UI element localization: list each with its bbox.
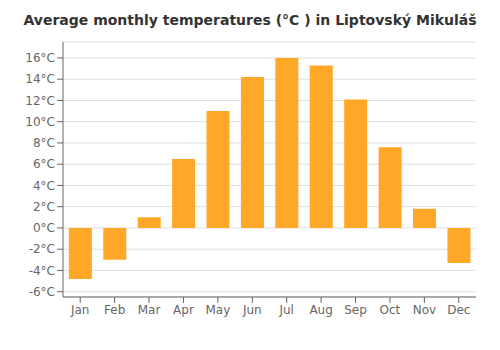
svg-text:Feb: Feb (104, 303, 125, 317)
svg-text:Aug: Aug (309, 303, 332, 317)
svg-text:Nov: Nov (413, 303, 436, 317)
svg-text:12°C: 12°C (25, 94, 55, 108)
svg-text:6°C: 6°C (33, 157, 55, 171)
svg-text:Jan: Jan (70, 303, 90, 317)
svg-text:Mar: Mar (138, 303, 161, 317)
svg-text:Jun: Jun (242, 303, 262, 317)
svg-text:-6°C: -6°C (29, 285, 55, 299)
svg-text:0°C: 0°C (33, 221, 55, 235)
svg-text:Oct: Oct (380, 303, 401, 317)
svg-text:May: May (205, 303, 230, 317)
svg-text:-4°C: -4°C (29, 264, 55, 278)
svg-text:Jul: Jul (278, 303, 293, 317)
svg-text:4°C: 4°C (33, 179, 55, 193)
svg-text:Apr: Apr (173, 303, 194, 317)
html-text:Average monthly temperatures (: Average monthly temperatures (°C ) in Li… (23, 12, 477, 28)
svg-text:Dec: Dec (447, 303, 470, 317)
svg-text:2°C: 2°C (33, 200, 55, 214)
svg-text:10°C: 10°C (25, 115, 55, 129)
svg-text:-2°C: -2°C (29, 242, 55, 256)
svg-text:8°C: 8°C (33, 136, 55, 150)
svg-text:14°C: 14°C (25, 72, 55, 86)
svg-text:16°C: 16°C (25, 51, 55, 65)
svg-text:Sep: Sep (344, 303, 367, 317)
